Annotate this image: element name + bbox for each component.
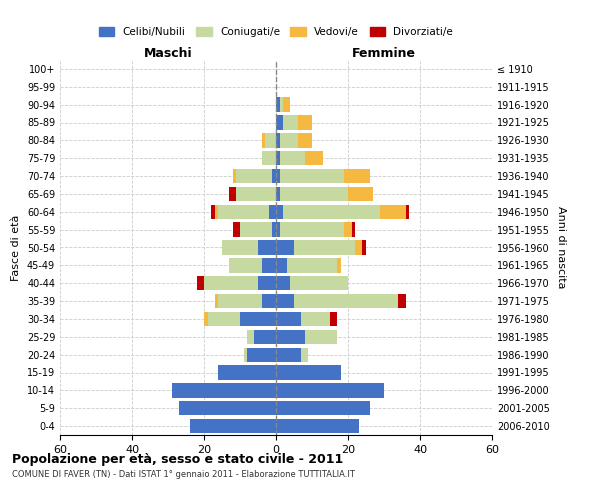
Bar (276, 133, 280, 148)
Bar (283, 116, 298, 130)
Bar (236, 169, 272, 183)
Text: COMUNE DI FAVER (TN) - Dati ISTAT 1° gennaio 2011 - Elaborazione TUTTITALIA.IT: COMUNE DI FAVER (TN) - Dati ISTAT 1° gen… (12, 470, 355, 479)
Bar (280, 169, 344, 183)
Bar (215, 204, 218, 219)
Bar (298, 133, 312, 148)
Bar (305, 151, 323, 166)
Bar (276, 187, 280, 201)
Bar (240, 222, 272, 237)
Bar (280, 98, 283, 112)
Bar (276, 366, 341, 380)
Bar (398, 294, 406, 308)
Bar (218, 366, 276, 380)
Bar (276, 294, 294, 308)
Legend: Celibi/Nubili, Coniugati/e, Vedovi/e, Divorziati/e: Celibi/Nubili, Coniugati/e, Vedovi/e, Di… (95, 24, 457, 40)
Bar (204, 276, 258, 290)
Bar (276, 240, 294, 254)
Bar (229, 187, 236, 201)
Bar (280, 222, 344, 237)
Text: Popolazione per età, sesso e stato civile - 2011: Popolazione per età, sesso e stato civil… (12, 452, 343, 466)
Bar (276, 330, 305, 344)
Bar (280, 133, 298, 148)
Bar (208, 312, 240, 326)
Bar (233, 222, 240, 237)
Bar (258, 276, 276, 290)
Bar (247, 348, 276, 362)
Bar (276, 151, 280, 166)
Text: Femmine: Femmine (352, 47, 416, 60)
Bar (276, 312, 301, 326)
Bar (190, 419, 276, 433)
Bar (352, 222, 355, 237)
Bar (298, 116, 312, 130)
Bar (265, 133, 276, 148)
Bar (294, 240, 355, 254)
Bar (269, 204, 276, 219)
Bar (222, 240, 258, 254)
Bar (283, 98, 290, 112)
Bar (283, 204, 380, 219)
Bar (276, 204, 283, 219)
Bar (179, 401, 276, 415)
Bar (218, 294, 262, 308)
Bar (247, 330, 254, 344)
Bar (301, 312, 330, 326)
Bar (215, 294, 218, 308)
Bar (258, 240, 276, 254)
Bar (262, 258, 276, 272)
Bar (344, 222, 352, 237)
Bar (276, 98, 280, 112)
Bar (218, 204, 269, 219)
Bar (276, 169, 280, 183)
Bar (348, 187, 373, 201)
Bar (272, 222, 276, 237)
Bar (172, 383, 276, 398)
Bar (262, 133, 265, 148)
Bar (337, 258, 341, 272)
Bar (290, 276, 348, 290)
Bar (330, 312, 337, 326)
Bar (280, 187, 348, 201)
Bar (276, 383, 384, 398)
Bar (355, 240, 362, 254)
Bar (229, 258, 262, 272)
Text: Maschi: Maschi (143, 47, 193, 60)
Bar (287, 258, 337, 272)
Bar (276, 419, 359, 433)
Bar (276, 401, 370, 415)
Y-axis label: Anni di nascita: Anni di nascita (556, 206, 566, 289)
Bar (406, 204, 409, 219)
Bar (254, 330, 276, 344)
Bar (197, 276, 204, 290)
Bar (276, 116, 283, 130)
Bar (276, 258, 287, 272)
Bar (301, 348, 308, 362)
Bar (294, 294, 398, 308)
Bar (272, 169, 276, 183)
Bar (233, 169, 236, 183)
Bar (244, 348, 247, 362)
Bar (211, 204, 215, 219)
Bar (276, 276, 290, 290)
Bar (362, 240, 366, 254)
Y-axis label: Fasce di età: Fasce di età (11, 214, 21, 280)
Bar (276, 348, 301, 362)
Bar (204, 312, 208, 326)
Bar (305, 330, 337, 344)
Bar (380, 204, 406, 219)
Bar (262, 151, 276, 166)
Bar (240, 312, 276, 326)
Bar (236, 187, 276, 201)
Bar (276, 222, 280, 237)
Bar (262, 294, 276, 308)
Bar (280, 151, 305, 166)
Bar (344, 169, 370, 183)
